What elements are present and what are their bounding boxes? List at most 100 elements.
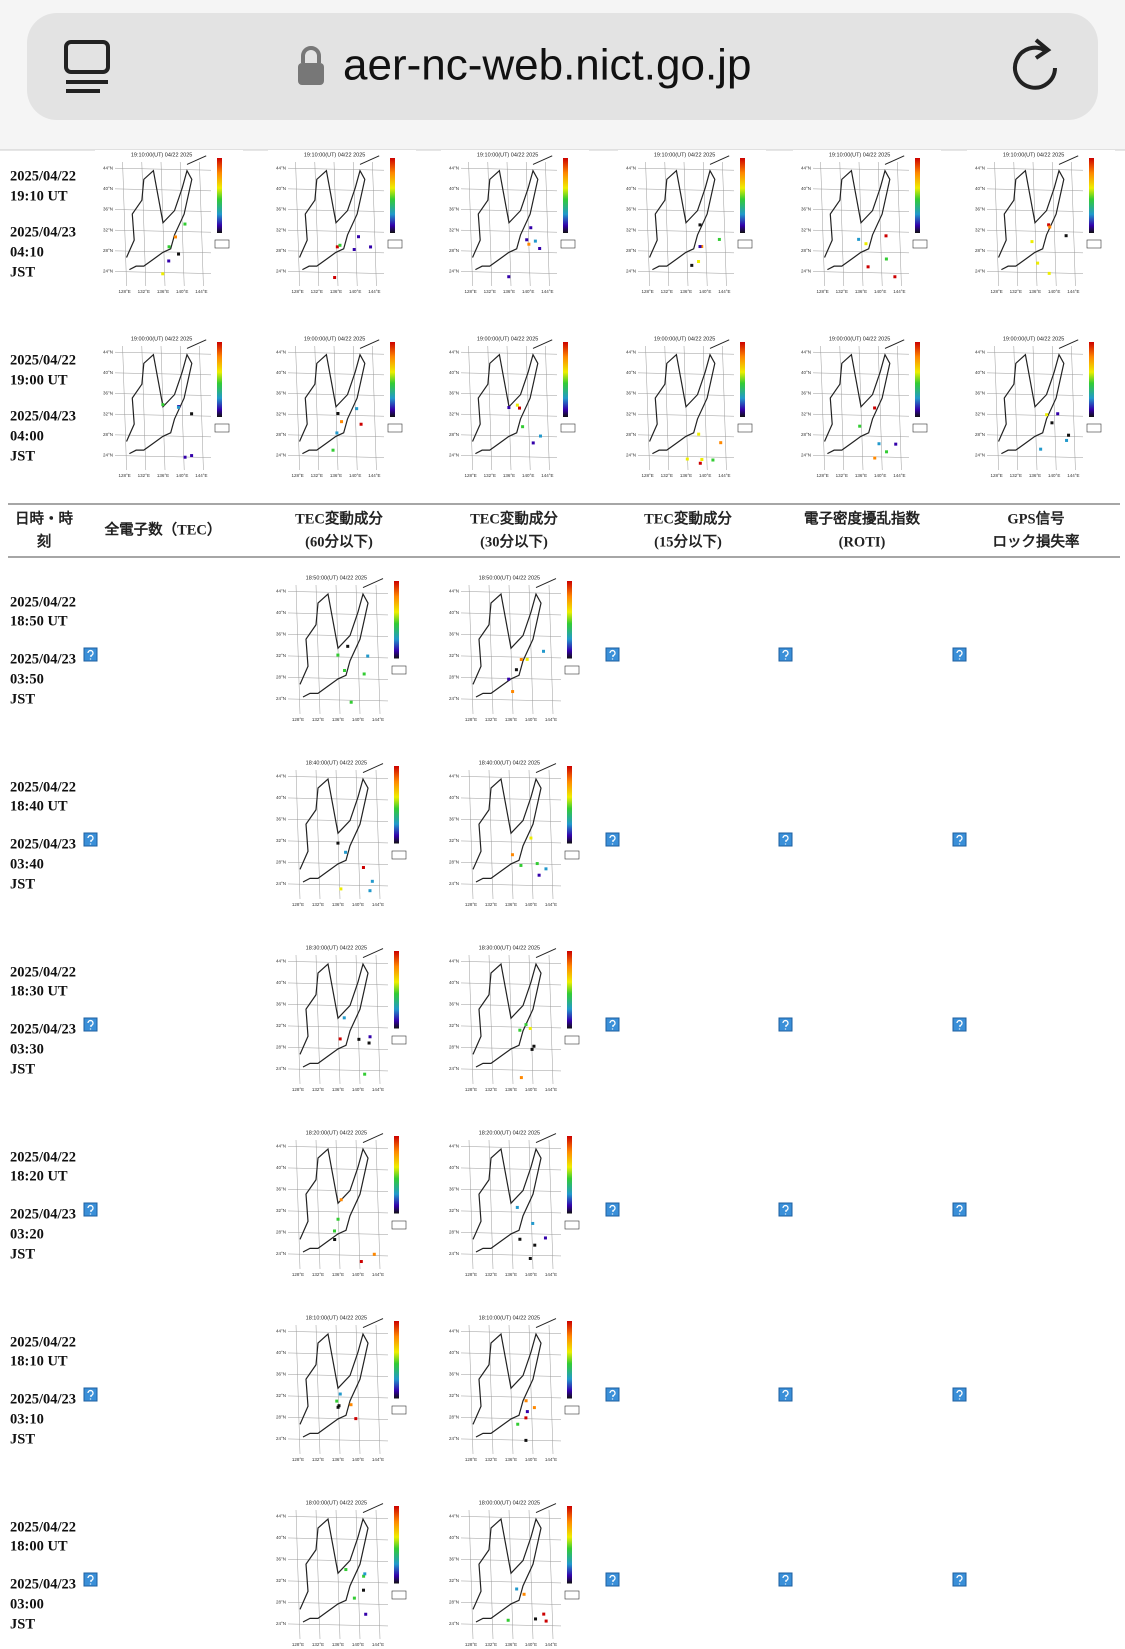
map-dot [529,836,533,840]
map-lat-label: 44°N [276,959,286,964]
map-lon-line [1071,345,1076,471]
map-island-chain [884,339,905,349]
map-lon-label: 140°E [525,1272,537,1277]
map-lat-label: 36°N [626,207,636,212]
map-lat-line [812,372,910,376]
map-lon-line [355,1509,361,1640]
map-lat-line [287,455,385,458]
tabs-icon[interactable] [64,40,110,93]
map-lat-label: 44°N [449,165,459,170]
map-coast [997,353,1065,455]
map-lat-line [812,393,910,396]
map-lon-line [160,161,166,287]
map-island-chain [532,155,553,165]
map-dot [368,889,372,893]
map-lat-label: 36°N [276,391,286,396]
map-dot [337,1404,341,1408]
map-title: 19:00:00(UT) 04/22 2025 [131,336,192,342]
map-lat-label: 32°N [801,227,811,232]
map-colorbar [394,766,399,844]
map-lon-line [1071,161,1076,287]
map-dot [1045,413,1049,417]
map-lat-line [460,372,558,376]
map-image: 19:10:00(UT) 04/22 2025 44°N 40°N 36°N 32°N 2… [618,150,766,300]
map-lat-label: 32°N [276,1208,286,1213]
map-lat-label: 24°N [276,1621,286,1626]
map-lon-label: 128°E [465,902,477,907]
map-colorbar [394,1321,399,1399]
map-lat-label: 40°N [276,1535,286,1540]
map-lon-line [645,161,650,287]
map-lat-label: 44°N [276,589,286,594]
map-lat-line [812,455,910,458]
map-lat-label: 24°N [276,1251,286,1256]
map-lat-label: 36°N [449,1002,459,1007]
map-dot [339,1198,343,1202]
map-lon-label: 136°E [157,473,169,478]
map-lat-label: 28°N [276,248,286,253]
map-lon-line [528,1509,534,1640]
map-dot [700,457,704,461]
map-dot [369,245,373,249]
map-logo [564,1590,580,1600]
map-dot [167,259,171,263]
map-lon-label: 128°E [465,717,477,722]
map-lat-label: 28°N [449,1600,459,1605]
map-dot [864,242,868,246]
icon-box [952,1572,967,1587]
map-lon-label: 144°E [1067,473,1079,478]
map-dot [858,424,862,428]
map-lon-line [295,584,301,715]
date-text: 18:20 UT [10,1168,68,1184]
map-lat-label: 28°N [626,432,636,437]
date-text: 2025/04/22 [10,352,76,368]
map-lat-line [460,1189,562,1192]
map-lat-label: 28°N [449,675,459,680]
map-lat-label: 32°N [449,227,459,232]
map-dot [534,1617,538,1621]
map-lon-line [355,1139,361,1270]
date-text: 19:10 UT [10,188,68,204]
map-lat-line [114,188,212,192]
map-logo [391,1590,407,1600]
map-lat-line [287,1537,389,1541]
map-dot [359,1260,363,1264]
icon-glyph [609,1389,616,1400]
map-image: 18:30:00(UT) 04/22 2025 44°N 40°N 36°N 32°N 2… [268,943,420,1098]
map-coast [125,353,193,455]
map-lat-label: 32°N [449,1208,459,1213]
map-dot [690,263,694,267]
map-lat-line [460,1516,562,1519]
map-logo [391,665,407,675]
map-lon-line [468,769,474,900]
map-lon-line [525,161,531,287]
map-dot [349,1403,353,1407]
map-lon-line [1051,345,1057,471]
map-lon-label: 128°E [465,1457,477,1462]
map-lat-label: 40°N [103,186,113,191]
map-lat-label: 28°N [449,1415,459,1420]
map-lon-line [375,1509,381,1640]
map-dot [357,1037,361,1041]
map-dot [335,245,339,249]
icon-glyph [782,649,789,660]
map-title: 19:00:00(UT) 04/22 2025 [477,336,538,342]
map-lat-label: 32°N [449,411,459,416]
map-lat-label: 28°N [801,248,811,253]
map-lon-line [722,161,727,287]
map-title: 19:10:00(UT) 04/22 2025 [654,152,715,158]
map-lat-line [460,1146,562,1149]
map-dot [352,1596,356,1600]
map-lat-label: 28°N [276,432,286,437]
map-lat-line [114,209,212,212]
map-dot [177,252,181,256]
map-lat-label: 32°N [449,1023,459,1028]
map-dot [515,403,519,407]
url-field[interactable] [27,13,1098,120]
reload-icon[interactable] [1013,38,1057,90]
map-lon-label: 128°E [292,717,304,722]
map-lon-label: 144°E [545,1272,557,1277]
map-title: 19:10:00(UT) 04/22 2025 [304,152,365,158]
map-lon-label: 132°E [311,289,323,294]
map-lat-line [460,351,558,355]
